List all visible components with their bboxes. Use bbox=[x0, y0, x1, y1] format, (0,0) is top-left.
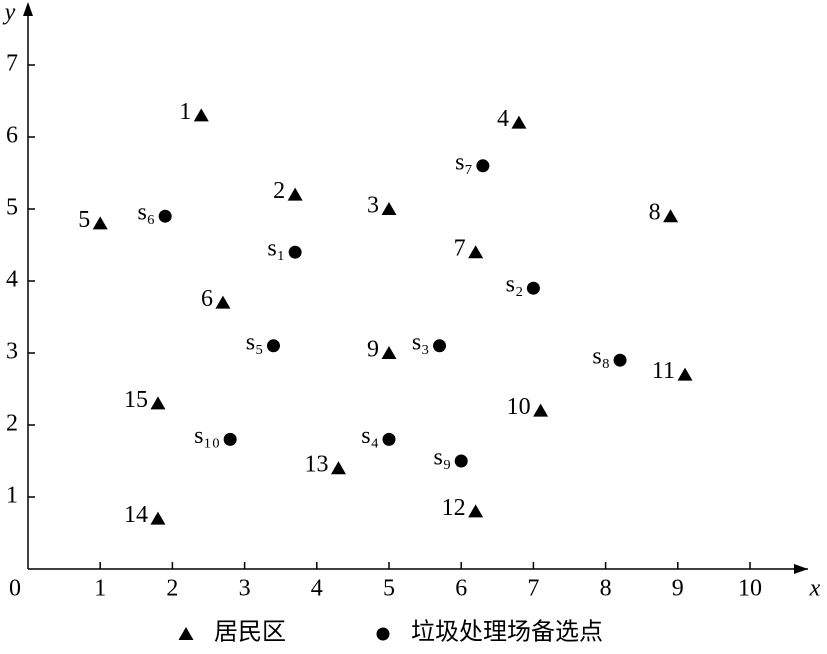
point-label: s₄ bbox=[361, 423, 379, 449]
point bbox=[677, 367, 693, 381]
point bbox=[215, 295, 231, 309]
point-label: 11 bbox=[652, 358, 675, 384]
x-tick-label: 7 bbox=[527, 576, 539, 602]
point-label: 7 bbox=[454, 236, 466, 262]
point-label: s₇ bbox=[455, 149, 473, 175]
point bbox=[476, 159, 490, 173]
legend-label: 垃圾处理场备选点 bbox=[411, 619, 603, 646]
point bbox=[193, 108, 209, 122]
point bbox=[433, 339, 447, 353]
point-label: s₃ bbox=[412, 329, 430, 355]
point-label: 6 bbox=[201, 286, 213, 312]
point bbox=[150, 396, 166, 410]
x-tick-label: 4 bbox=[311, 576, 323, 602]
point-label: s₈ bbox=[592, 344, 610, 370]
point bbox=[663, 209, 679, 223]
point bbox=[288, 245, 302, 259]
point-label: 14 bbox=[124, 502, 148, 528]
x-tick-label: 6 bbox=[455, 576, 467, 602]
legend-marker bbox=[178, 627, 194, 640]
point bbox=[468, 504, 484, 518]
x-tick-label: 3 bbox=[239, 576, 251, 602]
point-label: 8 bbox=[649, 200, 661, 226]
point bbox=[533, 403, 549, 417]
point bbox=[150, 511, 166, 525]
y-tick-label: 3 bbox=[6, 339, 18, 365]
x-arrow bbox=[794, 564, 808, 574]
point-label: s₉ bbox=[433, 445, 451, 471]
point bbox=[330, 461, 346, 475]
point bbox=[223, 432, 237, 446]
point bbox=[266, 339, 280, 353]
point-label: 1 bbox=[179, 99, 191, 125]
point-label: s₁₀ bbox=[194, 423, 220, 449]
point-label: s₆ bbox=[137, 200, 155, 226]
point bbox=[511, 115, 527, 129]
point bbox=[382, 432, 396, 446]
point bbox=[287, 187, 303, 201]
x-tick-label: 2 bbox=[166, 576, 178, 602]
y-tick-label: 5 bbox=[6, 195, 18, 221]
y-tick-label: 4 bbox=[6, 267, 18, 293]
legend-marker bbox=[376, 627, 390, 641]
y-tick-label: 6 bbox=[6, 123, 18, 149]
y-tick-label: 1 bbox=[6, 483, 18, 509]
point-label: 3 bbox=[367, 193, 379, 219]
point bbox=[92, 216, 108, 230]
point-label: s₅ bbox=[246, 329, 264, 355]
point-label: 15 bbox=[124, 387, 148, 413]
point-label: s₁ bbox=[267, 236, 285, 262]
point bbox=[526, 281, 540, 295]
point-label: 10 bbox=[507, 394, 531, 420]
point-label: 5 bbox=[78, 207, 90, 233]
point-label: 12 bbox=[442, 495, 466, 521]
y-arrow bbox=[23, 2, 33, 16]
y-axis-label: y bbox=[3, 0, 16, 26]
point bbox=[381, 346, 397, 359]
point-label: 9 bbox=[367, 337, 379, 363]
point-label: s₂ bbox=[506, 272, 524, 298]
x-tick-label: 9 bbox=[672, 576, 684, 602]
legend-label: 居民区 bbox=[214, 620, 286, 646]
point-label: 2 bbox=[273, 178, 285, 204]
point bbox=[613, 353, 627, 367]
x-axis-label: x bbox=[809, 576, 821, 602]
point-label: 13 bbox=[304, 452, 328, 478]
x-tick-label: 0 bbox=[9, 576, 21, 602]
point bbox=[381, 202, 397, 215]
point bbox=[158, 209, 172, 223]
x-tick-label: 10 bbox=[738, 576, 762, 602]
point bbox=[468, 245, 484, 259]
point-label: 4 bbox=[497, 106, 509, 132]
y-tick-label: 7 bbox=[6, 51, 18, 77]
x-tick-label: 5 bbox=[383, 576, 395, 602]
point bbox=[454, 454, 468, 468]
y-tick-label: 2 bbox=[6, 411, 18, 437]
x-tick-label: 1 bbox=[94, 576, 106, 602]
x-tick-label: 8 bbox=[600, 576, 612, 602]
